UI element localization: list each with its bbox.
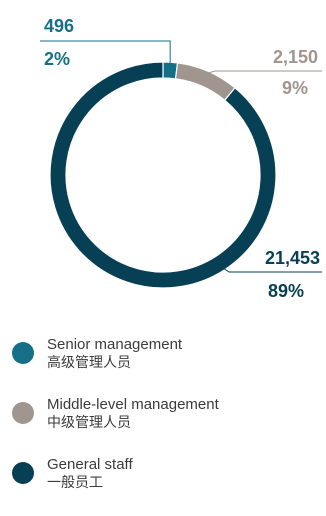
- legend-label-senior-cn: 高级管理人员: [47, 355, 131, 371]
- legend-swatch-middle: [12, 402, 34, 424]
- legend-swatch-senior: [12, 342, 34, 364]
- legend-label-senior: Senior management: [47, 336, 183, 353]
- value-label-general: 21,453: [265, 248, 320, 268]
- value-label-senior: 496: [44, 16, 74, 36]
- percent-label-senior: 2%: [44, 49, 70, 69]
- percent-label-middle: 9%: [282, 78, 308, 98]
- legend-swatch-general: [12, 462, 34, 484]
- percent-label-general: 89%: [268, 281, 304, 301]
- donut-chart: 496 2% 2,150 9% 21,453 89%: [40, 16, 322, 301]
- leader-line-senior: [40, 40, 171, 65]
- legend-item-senior: Senior management 高级管理人员: [12, 336, 219, 396]
- leader-line-general: [222, 267, 322, 273]
- value-label-middle: 2,150: [273, 47, 318, 67]
- leader-line-middle: [207, 70, 322, 74]
- legend-item-general: General staff 一般员工: [12, 456, 219, 516]
- slice-general: [49, 61, 277, 289]
- legend-label-general-cn: 一般员工: [47, 475, 103, 491]
- legend: Senior management 高级管理人员 Middle-level ma…: [12, 336, 219, 516]
- slice-middle: [174, 62, 236, 102]
- legend-item-middle: Middle-level management 中级管理人员: [12, 396, 219, 456]
- legend-label-middle-cn: 中级管理人员: [47, 415, 131, 431]
- legend-label-middle: Middle-level management: [47, 396, 219, 413]
- legend-label-general: General staff: [47, 456, 133, 473]
